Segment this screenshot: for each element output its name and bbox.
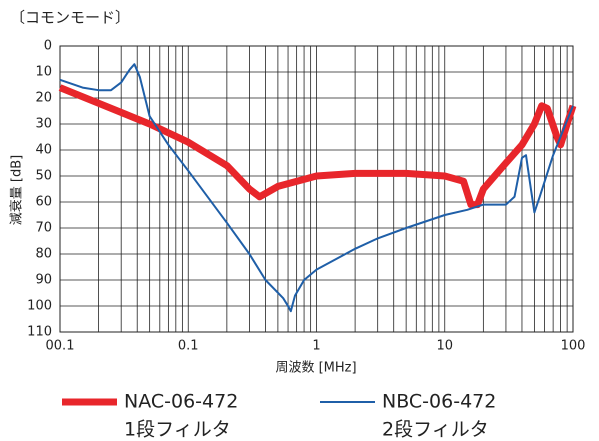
x-axis-label: 周波数 [MHz] <box>275 361 356 376</box>
chart-title: 〔コモンモード〕 <box>10 9 130 27</box>
legend-subtitle: 2段フィルタ <box>382 419 489 441</box>
y-tick-label: 110 <box>27 325 52 340</box>
series-line <box>59 63 574 313</box>
y-tick-label: 0 <box>44 39 52 54</box>
x-tick-label: 0.1 <box>178 339 199 354</box>
y-axis-label: 減衰量 [dB] <box>9 155 25 225</box>
y-tick-label: 30 <box>35 117 52 132</box>
x-tick-label: 10 <box>436 339 453 354</box>
y-tick-label: 60 <box>35 195 52 210</box>
x-tick-label: 00.1 <box>46 339 75 354</box>
legend-subtitle: 1段フィルタ <box>124 419 231 441</box>
y-tick-label: 40 <box>35 143 52 158</box>
y-tick-label: 20 <box>35 91 52 106</box>
y-tick-label: 50 <box>35 169 52 184</box>
y-tick-label: 100 <box>27 299 52 314</box>
y-tick-label: 10 <box>35 65 52 80</box>
plot-frame <box>59 45 574 333</box>
legend-label: NBC-06-472 <box>382 391 496 413</box>
y-tick-label: 80 <box>35 247 52 262</box>
y-tick-label: 90 <box>35 273 52 288</box>
legend-label: NAC-06-472 <box>124 391 238 413</box>
x-tick-label: 1 <box>312 339 320 354</box>
series-line <box>58 84 577 209</box>
y-tick-label: 70 <box>35 221 52 236</box>
x-tick-label: 100 <box>561 339 586 354</box>
